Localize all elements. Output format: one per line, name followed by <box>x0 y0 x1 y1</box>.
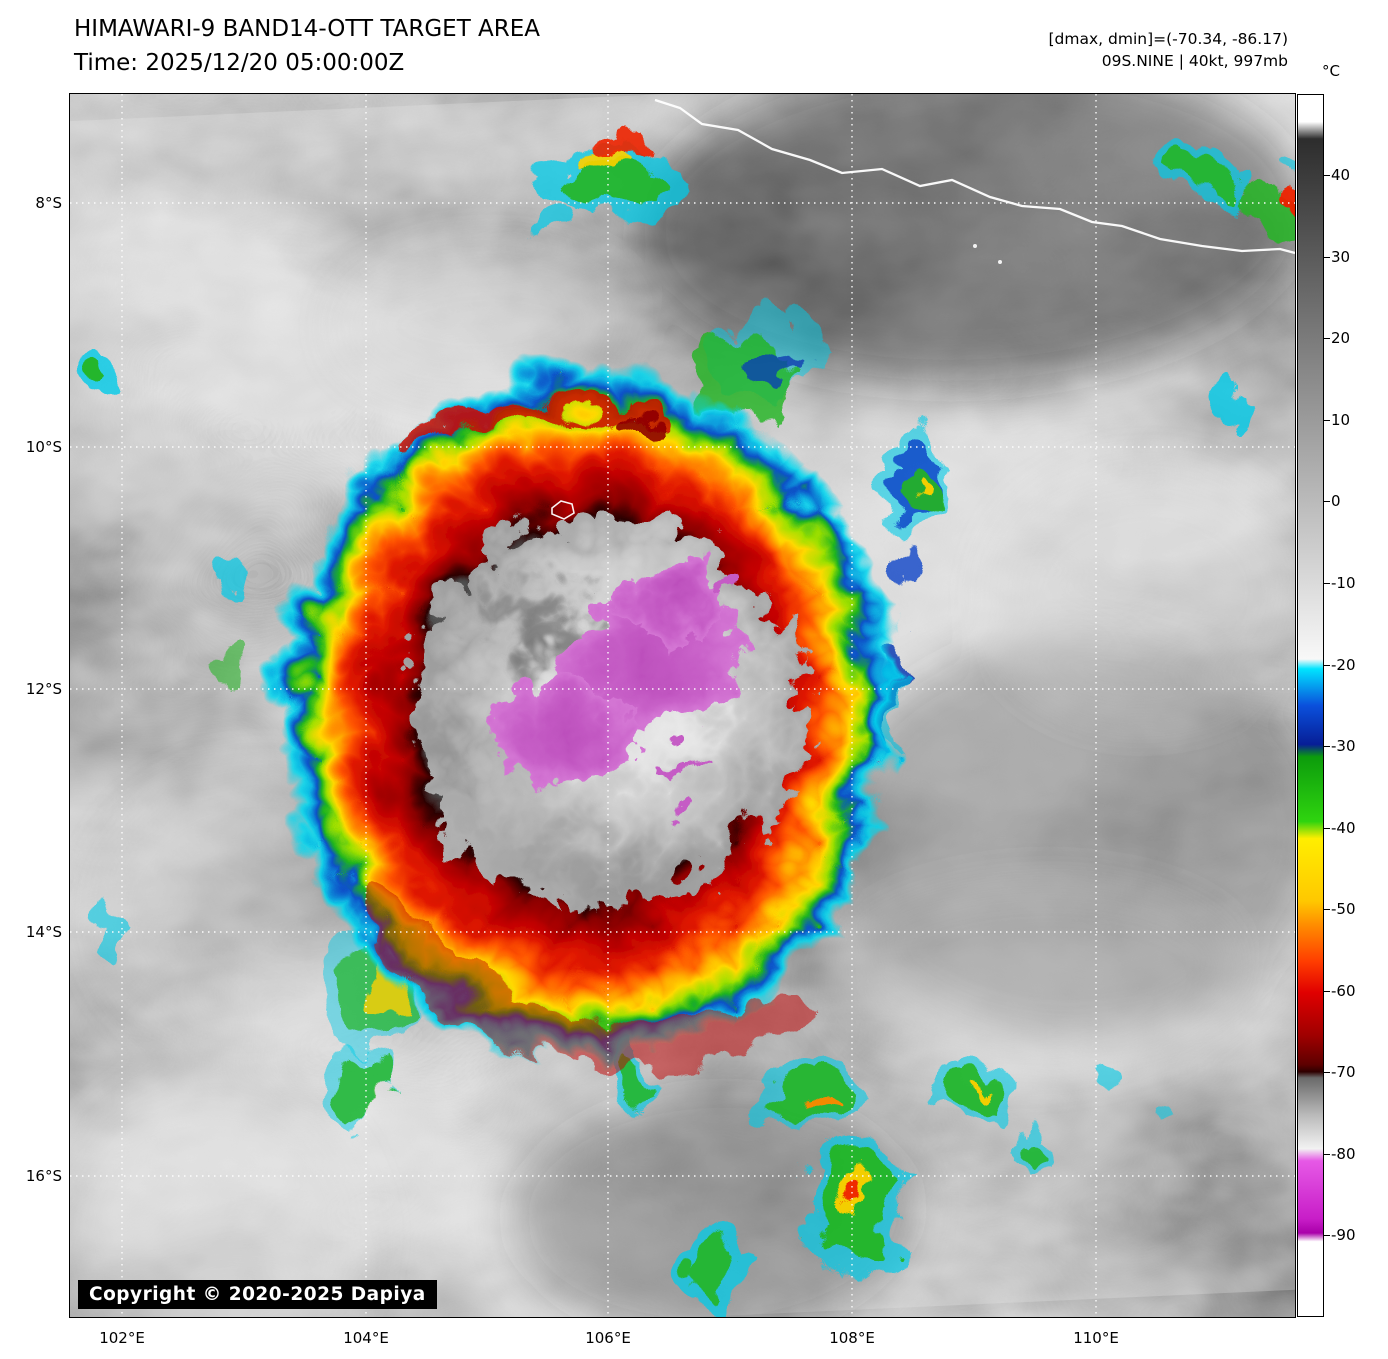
colorbar-tick-label: -40 <box>1331 819 1356 837</box>
coastline <box>654 98 1296 264</box>
colorbar-tick-label: -10 <box>1331 574 1356 592</box>
lon-tick-label: 106°E <box>585 1329 631 1347</box>
satellite-map: Copyright © 2020-2025 Dapiya <box>0 59 1383 1359</box>
product-title: HIMAWARI-9 BAND14-OTT TARGET AREA <box>74 16 541 42</box>
overshooting-tops-magenta <box>476 549 733 807</box>
lat-tick-label: 16°S <box>25 1167 62 1185</box>
colorbar-tick-label: 30 <box>1331 248 1351 266</box>
lat-tick-label: 10°S <box>25 438 62 456</box>
lon-tick-label: 110°E <box>1073 1329 1119 1347</box>
peripheral-cold-cells <box>66 123 1289 1306</box>
colorbar-tick-label: -30 <box>1331 737 1356 755</box>
colorbar-tick-label: 20 <box>1331 329 1351 347</box>
colorbar-tick-label: -20 <box>1331 656 1356 674</box>
lat-tick-label: 12°S <box>25 680 62 698</box>
colorbar-tick-label: -70 <box>1331 1063 1356 1081</box>
colorbar-tick-label: -90 <box>1331 1226 1356 1244</box>
colorbar-tick-label: 0 <box>1331 492 1341 510</box>
dmax-dmin-readout: [dmax, dmin]=(-70.34, -86.17) <box>1048 30 1289 48</box>
satellite-imagery-svg <box>0 59 1383 1359</box>
storm-info-readout: 09S.NINE | 40kt, 997mb <box>1101 52 1288 70</box>
colorbar-tick-label: -50 <box>1331 900 1356 918</box>
colorbar-tick-label: -60 <box>1331 982 1356 1000</box>
product-time: Time: 2025/12/20 05:00:00Z <box>74 50 405 76</box>
lat-tick-label: 8°S <box>35 194 62 212</box>
graticule-grid <box>70 94 1295 1317</box>
temperature-colorbar <box>1297 94 1324 1317</box>
lon-tick-label: 102°E <box>99 1329 145 1347</box>
copyright-watermark: Copyright © 2020-2025 Dapiya <box>78 1280 437 1309</box>
colorbar-tick-label: 10 <box>1331 411 1351 429</box>
colorbar-tick-label: -80 <box>1331 1145 1356 1163</box>
center-fix-contour <box>551 500 575 520</box>
lon-tick-label: 108°E <box>829 1329 875 1347</box>
lat-tick-label: 14°S <box>25 923 62 941</box>
colorbar-unit-label: °C <box>1322 62 1340 80</box>
colorbar-tick-label: 40 <box>1331 166 1351 184</box>
lon-tick-label: 104°E <box>343 1329 389 1347</box>
